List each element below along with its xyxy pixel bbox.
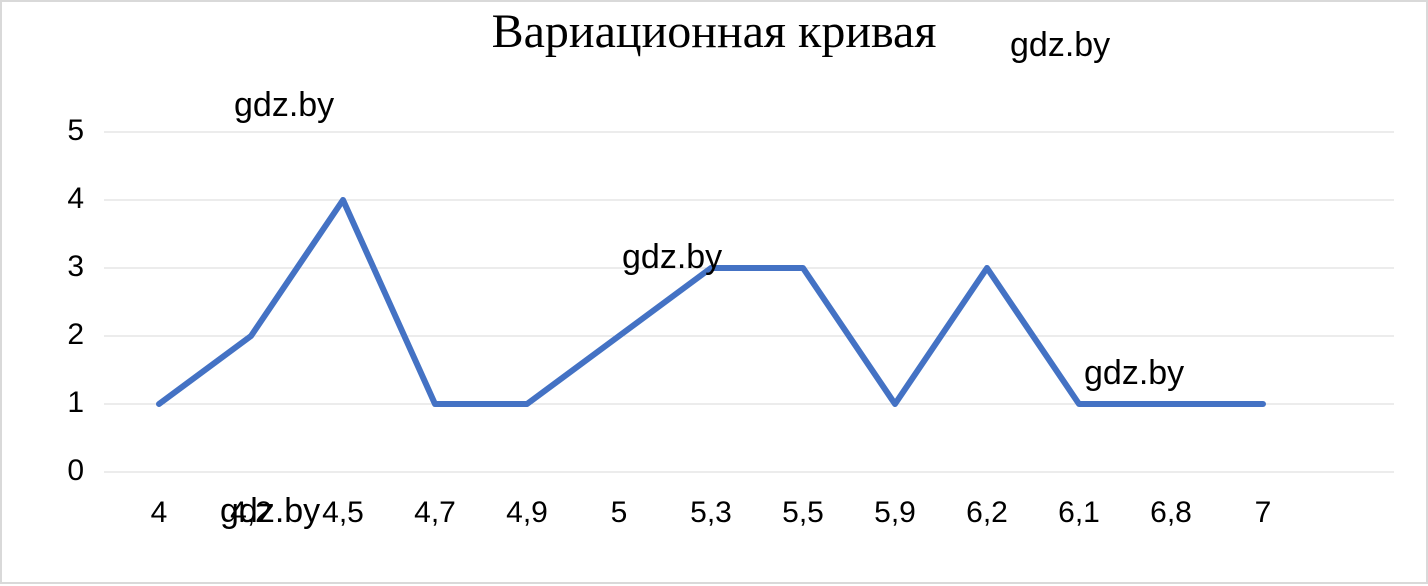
x-tick-label: 4 — [114, 496, 204, 530]
y-tick-label: 3 — [2, 250, 84, 284]
x-tick-label: 4,9 — [482, 496, 572, 530]
x-tick-label: 4,7 — [390, 496, 480, 530]
x-tick-label: 5,9 — [850, 496, 940, 530]
y-tick-label: 2 — [2, 318, 84, 352]
x-tick-label: 5,3 — [666, 496, 756, 530]
x-tick-label: 6,8 — [1126, 496, 1216, 530]
x-tick-label: 6,1 — [1034, 496, 1124, 530]
y-tick-label: 1 — [2, 386, 84, 420]
x-tick-label: 6,2 — [942, 496, 1032, 530]
y-tick-label: 4 — [2, 182, 84, 216]
watermark-text: gdz.by — [622, 238, 722, 277]
watermark-text: gdz.by — [1010, 26, 1110, 65]
watermark-text: gdz.by — [220, 492, 320, 531]
x-tick-label: 5 — [574, 496, 664, 530]
watermark-text: gdz.by — [234, 86, 334, 125]
y-tick-label: 5 — [2, 114, 84, 148]
chart-frame: Вариационная кривая 012345 44,24,54,74,9… — [0, 0, 1428, 584]
x-tick-label: 7 — [1218, 496, 1308, 530]
y-tick-label: 0 — [2, 454, 84, 488]
x-tick-label: 5,5 — [758, 496, 848, 530]
watermark-text: gdz.by — [1084, 354, 1184, 393]
